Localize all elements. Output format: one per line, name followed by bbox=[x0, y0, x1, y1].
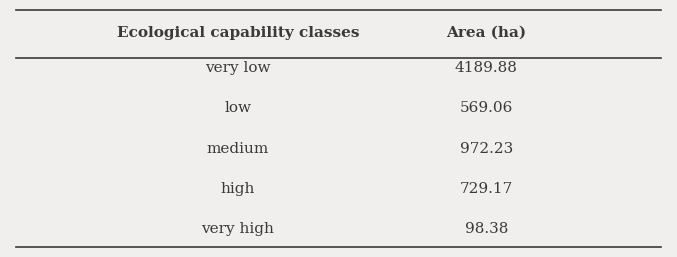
Text: very high: very high bbox=[201, 222, 274, 236]
Text: medium: medium bbox=[206, 142, 269, 156]
Text: 972.23: 972.23 bbox=[460, 142, 513, 156]
Text: Ecological capability classes: Ecological capability classes bbox=[116, 26, 359, 40]
Text: high: high bbox=[221, 182, 255, 196]
Text: 98.38: 98.38 bbox=[464, 222, 508, 236]
Text: 4189.88: 4189.88 bbox=[455, 61, 518, 75]
Text: 729.17: 729.17 bbox=[460, 182, 513, 196]
Text: low: low bbox=[224, 101, 251, 115]
Text: very low: very low bbox=[205, 61, 271, 75]
Text: 569.06: 569.06 bbox=[460, 101, 513, 115]
Text: Area (ha): Area (ha) bbox=[446, 26, 526, 40]
